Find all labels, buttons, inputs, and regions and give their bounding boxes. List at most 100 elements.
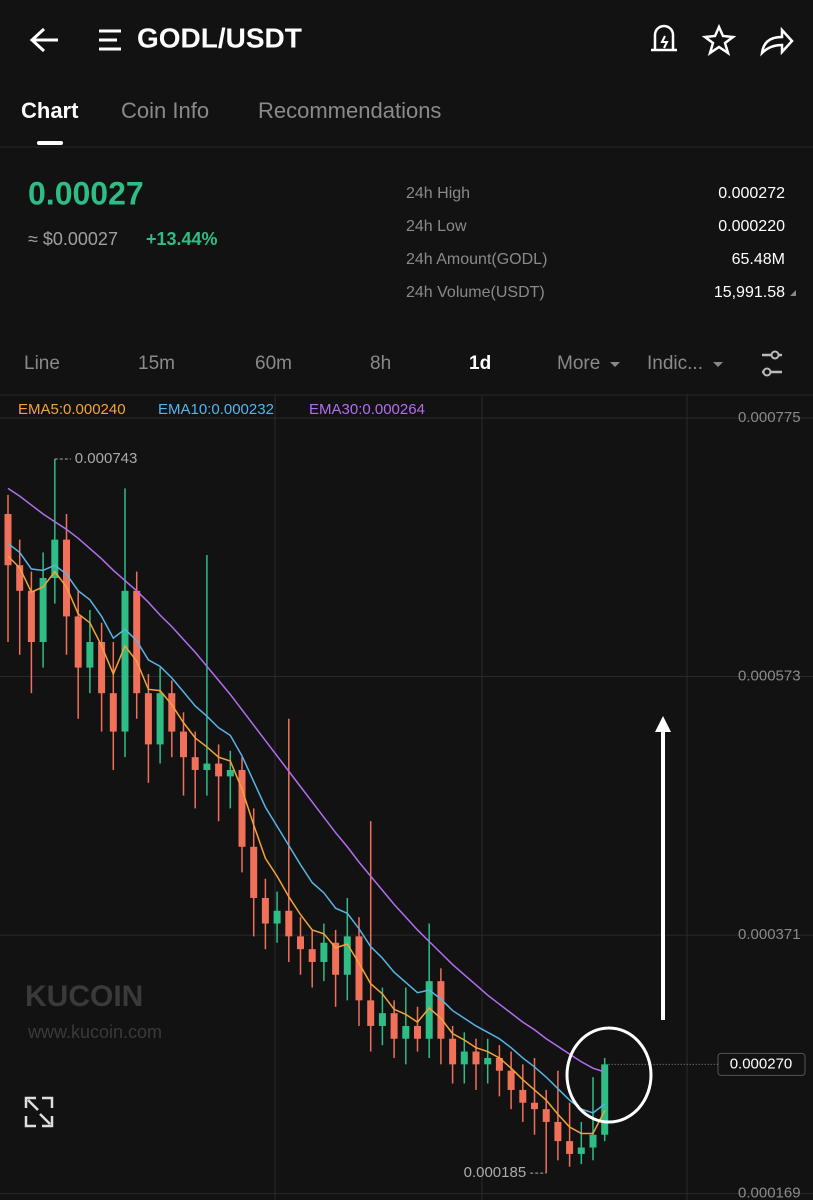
- legend-entry: EMA30:0.000264: [309, 401, 425, 418]
- candle-body: [601, 1064, 609, 1135]
- candle-body: [144, 693, 152, 745]
- candle-body: [203, 763, 211, 770]
- low-marker-label: 0.000185: [464, 1164, 527, 1181]
- pair-title: GODL/USDT: [137, 22, 302, 53]
- candle-body: [63, 539, 70, 617]
- candle-body: [460, 1051, 468, 1065]
- interval-option[interactable]: 1d: [469, 353, 491, 374]
- share-button[interactable]: [760, 26, 794, 57]
- candle-body: [250, 846, 258, 898]
- y-tick-label: 0.000169: [738, 1185, 801, 1200]
- candle-body: [261, 897, 269, 924]
- candle-body: [27, 590, 35, 643]
- candle-body: [554, 1121, 562, 1142]
- tab[interactable]: Coin Info: [121, 98, 209, 123]
- last-price: 0.00027: [28, 175, 144, 211]
- candle-body: [51, 539, 59, 579]
- candle-body: [98, 642, 106, 694]
- candle-body: [180, 731, 187, 758]
- candle-body: [472, 1051, 480, 1065]
- tab[interactable]: Chart: [21, 98, 79, 123]
- candle-body: [484, 1057, 492, 1065]
- last-price-label: 0.000270: [730, 1055, 793, 1072]
- ema-line: [7, 555, 606, 1135]
- fullscreen-button[interactable]: [24, 1096, 54, 1128]
- candle-body: [378, 1013, 386, 1026]
- candle-body: [109, 693, 117, 732]
- candle-body: [414, 1025, 421, 1039]
- candle-body: [355, 936, 363, 1001]
- volume-toggle[interactable]: [790, 290, 796, 296]
- interval-option[interactable]: More: [557, 353, 600, 374]
- candle-body: [297, 936, 304, 950]
- menu-button[interactable]: [99, 29, 121, 51]
- interval-option[interactable]: Line: [24, 353, 60, 374]
- stat-value: 0.000272: [718, 185, 785, 202]
- stat-label: 24h Volume(USDT): [406, 284, 545, 301]
- candle-body: [402, 1025, 410, 1039]
- candle-body: [4, 514, 12, 566]
- last-price-tag: [717, 1052, 806, 1076]
- stat-value: 0.000220: [718, 218, 785, 235]
- candle-body: [121, 590, 129, 732]
- candle-body: [191, 757, 199, 770]
- candle-body: [156, 693, 164, 745]
- candle-body: [332, 942, 340, 975]
- candle-body: [367, 1000, 375, 1026]
- candle-body: [495, 1057, 503, 1071]
- stat-label: 24h Low: [406, 218, 467, 235]
- candle-body: [86, 642, 94, 668]
- candle-body: [507, 1070, 515, 1090]
- candle-body: [238, 769, 246, 847]
- candle-body: [519, 1089, 527, 1103]
- candle-body: [308, 949, 316, 962]
- watermark: KUCOIN: [25, 980, 143, 1013]
- candle-body: [285, 910, 293, 937]
- highlight-circle: [565, 1026, 653, 1124]
- interval-option[interactable]: Indic...: [647, 353, 703, 374]
- arrow-head: [655, 716, 671, 732]
- candle-body: [74, 616, 82, 668]
- favorite-button[interactable]: [701, 23, 737, 56]
- tab[interactable]: Recommendations: [258, 98, 441, 123]
- ema-line: [7, 487, 605, 1073]
- candle-body: [566, 1141, 574, 1154]
- legend-entry: EMA5:0.000240: [18, 401, 126, 418]
- alert-button[interactable]: [651, 24, 677, 52]
- candle-body: [273, 910, 281, 924]
- price-change: +13.44%: [146, 229, 218, 249]
- candle-body: [542, 1109, 550, 1122]
- candle-body: [16, 565, 24, 591]
- candle-body: [168, 693, 176, 732]
- watermark-url: www.kucoin.com: [27, 1022, 162, 1042]
- stat-label: 24h Amount(GODL): [406, 251, 547, 268]
- candle-body: [226, 769, 234, 777]
- interval-option[interactable]: 60m: [255, 353, 292, 374]
- candle-body: [577, 1147, 585, 1154]
- stat-value: 15,991.58: [714, 284, 785, 301]
- candle-body: [215, 763, 223, 777]
- interval-option[interactable]: 8h: [370, 353, 391, 374]
- interval-option[interactable]: 15m: [138, 353, 175, 374]
- candle-body: [390, 1013, 398, 1039]
- candle-body: [425, 981, 433, 1039]
- high-marker-label: 0.000743: [75, 450, 138, 467]
- stat-value: 65.48M: [732, 251, 785, 268]
- candle-body: [343, 936, 351, 975]
- stat-label: 24h High: [406, 185, 470, 202]
- y-tick-label: 0.000371: [738, 926, 801, 943]
- back-button[interactable]: [29, 27, 58, 53]
- usd-price: ≈ $0.00027: [28, 229, 118, 249]
- candle-body: [320, 942, 328, 962]
- candle-body: [449, 1038, 457, 1065]
- candle-body: [437, 981, 445, 1039]
- y-tick-label: 0.000775: [738, 409, 801, 426]
- ema-line: [7, 542, 606, 1114]
- legend-entry: EMA10:0.000232: [158, 401, 274, 418]
- candle-body: [39, 578, 47, 643]
- active-tab-indicator: [37, 141, 63, 145]
- candle-body: [531, 1102, 538, 1110]
- candle-body: [589, 1134, 597, 1148]
